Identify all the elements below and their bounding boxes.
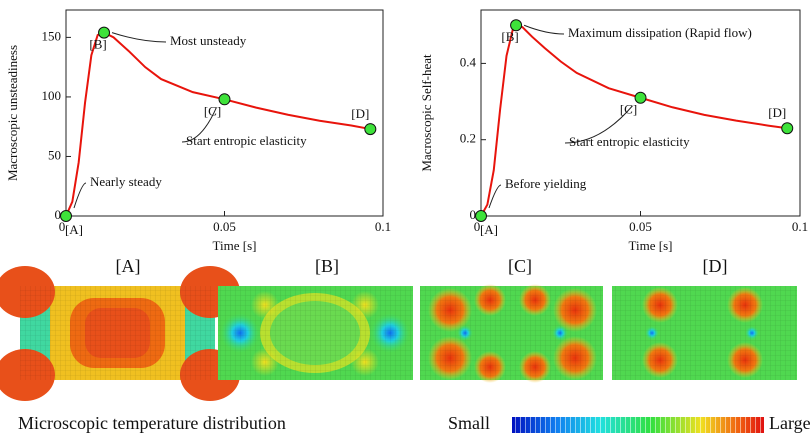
y-axis-label: Macroscopic Self-heat <box>419 54 434 172</box>
y-tick-label: 150 <box>42 28 62 43</box>
annotation: Start entropic elasticity <box>569 134 690 149</box>
x-tick-label: 0.05 <box>629 219 652 234</box>
marker-label: [D] <box>768 105 786 120</box>
y-tick-label: 0 <box>55 207 62 222</box>
leader <box>523 24 565 35</box>
marker <box>510 19 523 32</box>
marker <box>218 93 231 106</box>
x-tick-label: 0.05 <box>213 219 236 234</box>
marker-label: [A] <box>480 222 498 237</box>
annotation: Nearly steady <box>90 174 162 189</box>
marker <box>60 210 72 222</box>
heatmap-d <box>612 286 797 380</box>
y-tick-label: 100 <box>42 88 62 103</box>
x-tick-label: 0 <box>474 219 481 234</box>
marker <box>475 210 487 222</box>
y-tick-label: 0.2 <box>460 131 476 146</box>
x-axis-label: Time [s] <box>629 238 673 253</box>
y-axis-label: Macroscopic unsteadiness <box>5 45 20 181</box>
marker-label: [C] <box>620 102 637 117</box>
panel-label: [B] <box>315 256 339 276</box>
line <box>65 31 371 217</box>
caption: Microscopic temperature distribution <box>18 413 286 433</box>
marker <box>781 122 794 135</box>
y-tick-label: 0 <box>470 207 477 222</box>
y-tick-label: 50 <box>48 147 61 162</box>
colorbar-segments <box>512 417 764 433</box>
colorbar-high: Large <box>769 413 811 433</box>
heatmap-a <box>0 266 240 401</box>
marker-label: [A] <box>65 222 83 237</box>
x-tick-label: 0.1 <box>792 219 808 234</box>
colorbar-low: Small <box>448 413 490 433</box>
annotation: Before yielding <box>505 176 587 191</box>
panel-label: [D] <box>703 256 728 276</box>
marker-label: [D] <box>351 106 369 121</box>
annotation: Start entropic elasticity <box>186 133 307 148</box>
marker <box>98 26 111 39</box>
marker-label: [B] <box>89 37 106 52</box>
panel-label: [A] <box>116 256 141 276</box>
leader <box>73 182 87 209</box>
panel-label: [C] <box>508 256 532 276</box>
heatmap-b <box>218 286 413 380</box>
y-tick-label: 0.4 <box>460 54 477 69</box>
annotation: Most unsteady <box>170 33 247 48</box>
leader <box>488 184 502 209</box>
leader <box>564 105 633 144</box>
marker <box>364 123 377 136</box>
marker-label: [B] <box>501 29 518 44</box>
x-tick-label: 0.1 <box>375 219 391 234</box>
line <box>480 24 788 217</box>
x-axis-label: Time [s] <box>213 238 257 253</box>
leader <box>111 32 167 43</box>
x-tick-label: 0 <box>59 219 66 234</box>
heatmap-c <box>420 284 603 383</box>
marker-label: [C] <box>204 103 221 118</box>
annotation: Maximum dissipation (Rapid flow) <box>568 25 752 40</box>
marker <box>634 91 647 104</box>
leader <box>181 107 217 143</box>
